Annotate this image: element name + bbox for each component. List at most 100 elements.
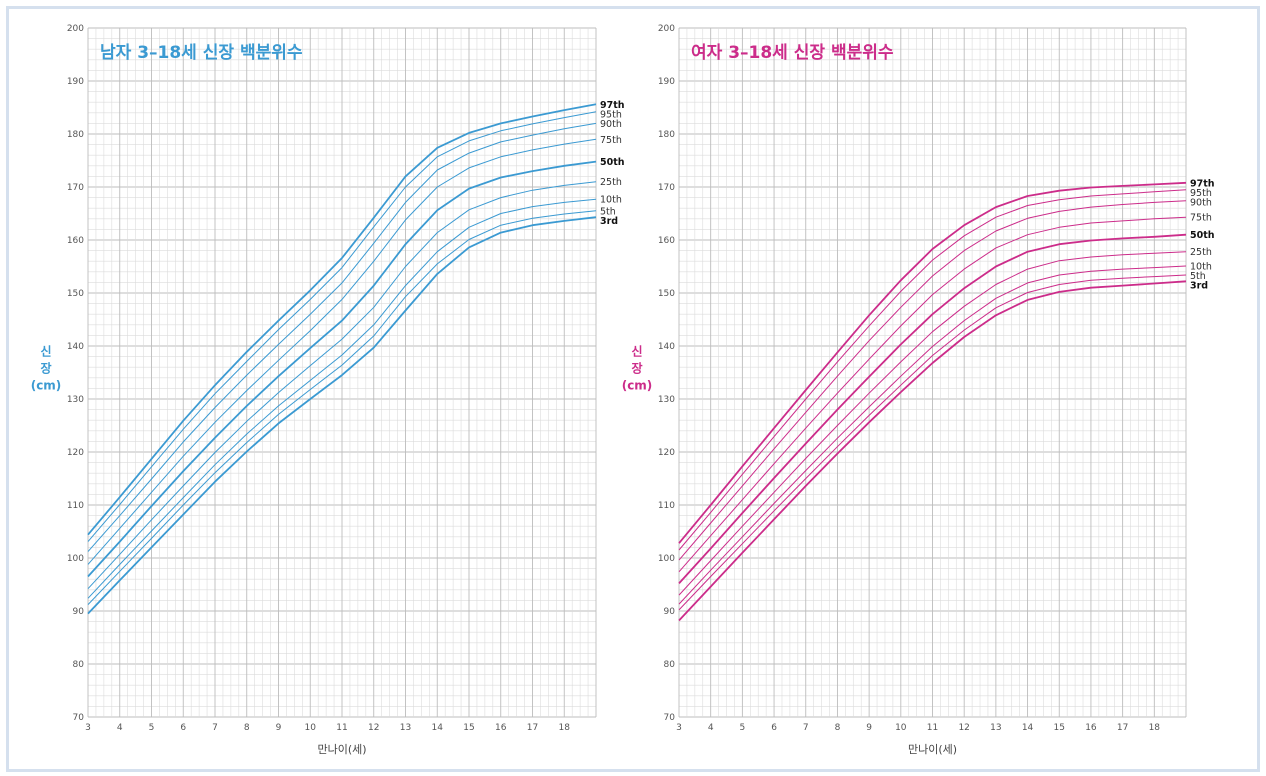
x-tick-label: 18 [559, 723, 571, 733]
y-tick-label: 130 [67, 395, 84, 405]
y-tick-label: 100 [658, 554, 675, 564]
boys-line-97th [87, 103, 597, 536]
boys-y-axis-label-2: 장 [40, 362, 51, 376]
girls-y-axis-label-1: 신 [631, 344, 642, 359]
boys-line-50th [87, 160, 597, 578]
x-tick-label: 14 [1022, 723, 1034, 733]
boys-percentile-lines [87, 103, 597, 615]
y-tick-label: 170 [67, 183, 84, 193]
x-tick-label: 12 [368, 723, 379, 733]
x-tick-label: 11 [336, 723, 347, 733]
y-tick-label: 200 [658, 24, 675, 34]
girls-percentile-label: 25th [1190, 247, 1212, 258]
y-tick-label: 160 [658, 236, 675, 246]
girls-y-axis-label-3: (cm) [622, 379, 653, 393]
y-tick-label: 140 [658, 342, 675, 352]
girls-percentile-label: 50th [1190, 230, 1215, 241]
x-tick-label: 17 [527, 723, 538, 733]
boys-y-axis-label-1: 신 [40, 344, 51, 359]
y-tick-label: 120 [67, 448, 84, 458]
girls-line-10th [678, 265, 1187, 605]
boys-percentile-label: 25th [600, 177, 622, 188]
x-tick-label: 6 [180, 723, 186, 733]
y-tick-label: 110 [67, 501, 84, 511]
y-tick-label: 110 [658, 501, 675, 511]
x-tick-label: 15 [1054, 723, 1065, 733]
y-tick-label: 170 [658, 183, 675, 193]
boys-y-tick-labels: 70 80 90 100 110 120 130 140 150 160 170 180 190 200 [67, 24, 84, 723]
x-tick-label: 4 [708, 723, 714, 733]
girls-x-tick-labels: 3 4 5 6 7 8 9 10 11 12 13 14 15 16 17 18 [676, 723, 1160, 733]
boys-grid [87, 27, 597, 718]
girls-percentile-label: 10th [1190, 261, 1212, 272]
y-tick-label: 100 [67, 554, 84, 564]
x-tick-label: 18 [1149, 723, 1161, 733]
boys-y-axis-label-3: (cm) [31, 379, 62, 393]
girls-x-axis-label: 만나이(세) [908, 743, 957, 756]
y-tick-label: 200 [67, 24, 84, 34]
y-tick-label: 90 [73, 607, 85, 617]
boys-line-5th [87, 210, 597, 605]
boys-line-25th [87, 181, 597, 590]
x-tick-label: 3 [676, 723, 682, 733]
x-tick-label: 7 [803, 723, 809, 733]
boys-percentile-label: 10th [600, 195, 622, 206]
girls-line-3rd [678, 280, 1187, 622]
girls-percentile-label: 5th [1190, 271, 1206, 282]
x-tick-label: 13 [990, 723, 1001, 733]
girls-line-95th [678, 189, 1187, 551]
girls-percentile-label: 97th [1190, 178, 1215, 189]
girls-line-90th [678, 200, 1187, 561]
boys-percentile-label: 3rd [600, 216, 618, 227]
girls-line-97th [678, 181, 1187, 544]
boys-chart-title: 남자 3–18세 신장 백분위수 [100, 43, 303, 63]
y-tick-label: 190 [658, 77, 675, 87]
girls-y-tick-labels: 70 80 90 100 110 120 130 140 150 160 170 180 190 200 [658, 24, 675, 723]
x-tick-label: 5 [740, 723, 746, 733]
boys-percentile-label: 75th [600, 135, 622, 146]
x-tick-label: 9 [866, 723, 872, 733]
y-tick-label: 140 [67, 342, 84, 352]
x-tick-label: 14 [432, 723, 444, 733]
x-tick-label: 15 [463, 723, 474, 733]
x-tick-label: 13 [400, 723, 411, 733]
boys-x-tick-labels: 3 4 5 6 7 8 9 10 11 12 13 14 15 16 17 18 [85, 723, 570, 733]
boys-percentile-label: 95th [600, 109, 622, 120]
girls-percentile-lines [678, 181, 1187, 622]
girls-line-5th [678, 274, 1187, 611]
x-tick-label: 12 [958, 723, 969, 733]
x-tick-label: 8 [244, 723, 250, 733]
x-tick-label: 10 [895, 723, 907, 733]
girls-percentile-label: 90th [1190, 197, 1212, 208]
girls-percentile-label: 75th [1190, 213, 1212, 224]
x-tick-label: 9 [276, 723, 282, 733]
y-tick-label: 130 [658, 395, 675, 405]
y-tick-label: 70 [73, 713, 85, 723]
girls-line-75th [678, 216, 1187, 573]
y-tick-label: 90 [664, 607, 676, 617]
girls-y-axis-label-2: 장 [631, 362, 642, 376]
y-tick-label: 160 [67, 236, 84, 246]
y-tick-label: 120 [658, 448, 675, 458]
x-tick-label: 10 [305, 723, 317, 733]
girls-line-25th [678, 251, 1187, 596]
y-tick-label: 70 [664, 713, 676, 723]
y-tick-label: 80 [664, 660, 676, 670]
boys-line-10th [87, 198, 597, 599]
boys-line-3rd [87, 216, 597, 615]
boys-height-chart: 708090100110120130140150160170180190200 … [31, 24, 625, 756]
boys-line-95th [87, 111, 597, 542]
x-tick-label: 8 [835, 723, 841, 733]
girls-percentile-label: 95th [1190, 188, 1212, 199]
y-tick-label: 180 [67, 130, 84, 140]
girls-chart-title: 여자 3–18세 신장 백분위수 [691, 43, 894, 63]
x-tick-label: 7 [212, 723, 218, 733]
x-tick-label: 16 [495, 723, 507, 733]
girls-height-chart: 708090100110120130140150160170180190200 … [622, 24, 1215, 756]
x-tick-label: 16 [1085, 723, 1097, 733]
boys-line-75th [87, 138, 597, 565]
x-tick-label: 3 [85, 723, 91, 733]
